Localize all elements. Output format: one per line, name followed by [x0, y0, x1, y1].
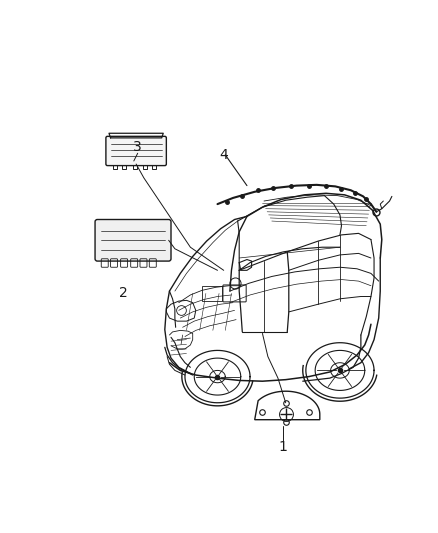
- Text: 1: 1: [279, 440, 288, 455]
- Text: 4: 4: [219, 148, 228, 162]
- Text: 2: 2: [119, 286, 127, 301]
- FancyBboxPatch shape: [106, 136, 166, 166]
- Bar: [202, 286, 222, 301]
- FancyBboxPatch shape: [95, 220, 171, 261]
- Text: 3: 3: [133, 140, 142, 154]
